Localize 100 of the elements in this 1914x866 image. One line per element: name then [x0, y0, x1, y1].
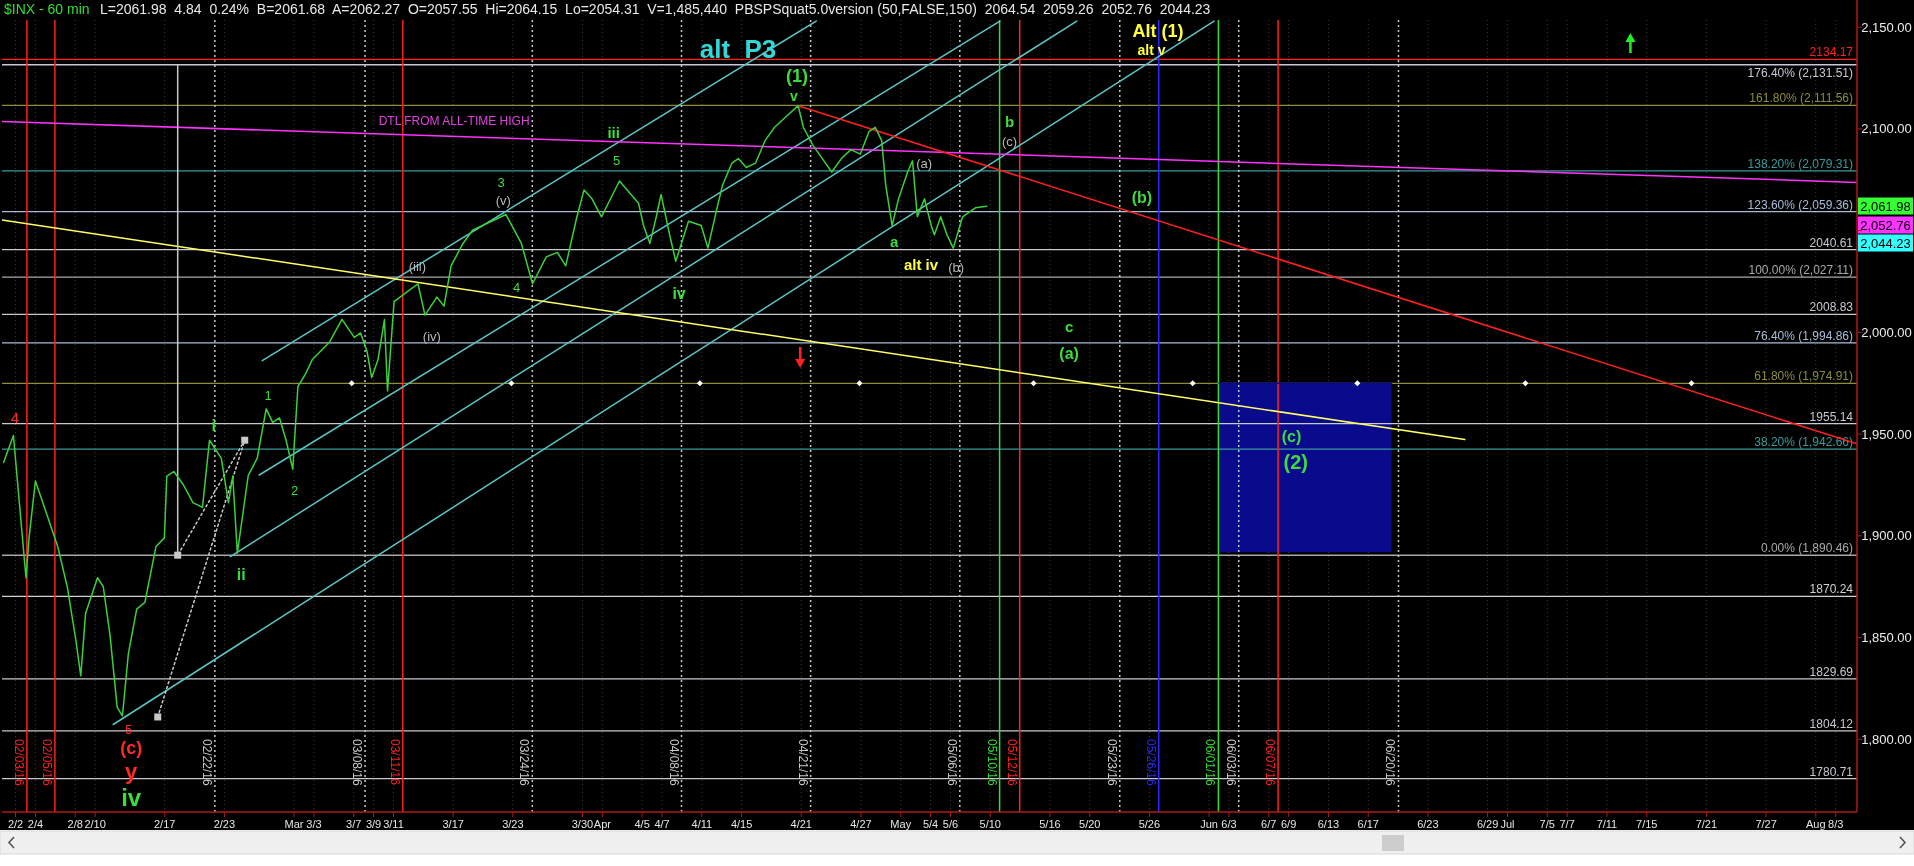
- x-tick-label: 3/9: [365, 817, 382, 830]
- x-tick-label: Aug: [1806, 817, 1826, 830]
- x-tick-label: Jun: [1200, 817, 1218, 830]
- ref-line-label: 176.40% (2,131.51): [1747, 65, 1853, 80]
- ref-line-label: 1804.12: [1809, 716, 1854, 731]
- x-tick-label: 4/27: [850, 817, 872, 830]
- ref-line-label: 02/22/16: [199, 739, 214, 787]
- ref-line-label: 02/05/16: [39, 739, 54, 787]
- annotation: iv: [672, 284, 686, 302]
- ref-line-label: 100.00% (2,027.11): [1748, 263, 1853, 278]
- ref-line-label: 03/24/16: [517, 739, 532, 787]
- annotation: 3: [497, 174, 505, 190]
- annotation: 2: [291, 482, 299, 498]
- ref-line-label: 04/21/16: [795, 739, 810, 787]
- annotation: iv: [121, 784, 142, 812]
- annotation: (b): [1131, 188, 1153, 206]
- ref-line-label: 03/11/16: [387, 739, 402, 786]
- x-tick-label: 3/17: [442, 817, 464, 830]
- y-tick-label: 2,000.00: [1861, 324, 1912, 340]
- x-tick-label: May: [890, 817, 912, 830]
- ref-line-label: 03/08/16: [350, 739, 365, 787]
- ref-line-label: 161.80% (2,111.56): [1749, 91, 1853, 106]
- x-tick-label: 4/21: [790, 817, 812, 830]
- x-tick-label: 2/17: [154, 817, 176, 830]
- ref-line-label: 05/23/16: [1104, 739, 1119, 787]
- ref-line-label: 1829.69: [1809, 664, 1854, 679]
- x-tick-label: 6/13: [1317, 817, 1340, 830]
- x-tick-label: 7/11: [1596, 817, 1618, 830]
- x-tick-label: 3/23: [502, 817, 524, 830]
- annotation: (b): [948, 259, 965, 275]
- x-tick-label: 5/26: [1138, 817, 1161, 830]
- x-tick-label: 6/7: [1261, 817, 1277, 830]
- annotation: (c): [120, 738, 143, 759]
- ref-line-label: 04/08/16: [666, 739, 681, 787]
- text: 2,052.76: [1860, 217, 1911, 233]
- ref-line-label: 76.40% (1,994.86): [1754, 328, 1853, 343]
- text: 2,061.98: [1860, 198, 1911, 214]
- ref-line-label: 05/12/16: [1004, 739, 1019, 787]
- annotation: (iv): [422, 328, 441, 344]
- x-tick-label: 7/5: [1539, 817, 1555, 830]
- x-tick-label: 6/3: [1221, 817, 1237, 830]
- x-tick-label: 2/23: [213, 817, 236, 830]
- ref-line-label: 2134.17: [1809, 45, 1854, 60]
- y-tick-label: 2,100.00: [1861, 121, 1912, 137]
- x-tick-label: 6/9: [1281, 817, 1297, 830]
- ref-line-label: 06/03/16: [1223, 739, 1238, 787]
- x-tick-label: 3/30: [571, 817, 594, 830]
- annotation: iii: [607, 124, 620, 142]
- annotation: (c): [1001, 133, 1018, 149]
- ref-line-label: 0.00% (1,890.46): [1760, 541, 1853, 556]
- annotation: v: [789, 87, 798, 104]
- annotation: (2): [1283, 451, 1308, 473]
- chart-subtitle: L=2061.98 4.84 0.24% B=2061.68 A=2062.27 O=2057.55 Hi=2064.15 Lo=2054.31 V=1,485,440 PBSPSquat5.0version (50,FALSE,150) 2064.54 2059.26 2052.76 2044.23: [100, 1, 1211, 17]
- x-tick-label: 6/29: [1476, 817, 1499, 830]
- annotation: alt iv: [903, 256, 939, 274]
- text: 2,044.23: [1860, 235, 1911, 251]
- annotation: 4: [512, 279, 521, 295]
- x-tick-label: Mar: [284, 817, 304, 830]
- annotation: ii: [236, 565, 246, 583]
- annotation: (1): [786, 66, 809, 87]
- ref-line-label: 05/06/16: [944, 739, 959, 787]
- ref-line-label: 02/03/16: [11, 739, 26, 787]
- y-tick-label: 1,800.00: [1861, 731, 1912, 747]
- x-tick-label: 7/7: [1559, 817, 1575, 830]
- x-tick-label: 3/11: [383, 817, 404, 830]
- ref-line-label: 2040.61: [1809, 235, 1854, 250]
- ref-line-label: 2008.83: [1809, 300, 1854, 315]
- x-tick-label: 4/5: [634, 817, 650, 830]
- x-tick-label: 5/10: [979, 817, 1001, 830]
- x-tick-label: 2/10: [84, 817, 106, 830]
- ref-line-label: 138.20% (2,079.31): [1747, 156, 1853, 171]
- annotation: i: [211, 416, 216, 434]
- annotation: b: [1004, 113, 1015, 131]
- x-tick-label: 3/3: [306, 817, 322, 830]
- ref-line-label: 1780.71: [1809, 764, 1854, 779]
- annotation: (a): [1059, 344, 1079, 362]
- x-tick-label: Apr: [593, 817, 612, 830]
- ref-line-label: 38.20% (1,942.66): [1754, 435, 1853, 450]
- y-tick-label: 1,950.00: [1861, 426, 1912, 442]
- annotation: y: [125, 758, 139, 784]
- x-tick-label: 4/7: [654, 817, 670, 830]
- annotation: a: [889, 233, 899, 251]
- x-tick-label: 2/4: [27, 817, 44, 830]
- annotation: DTL FROM ALL-TIME HIGH: [378, 114, 530, 129]
- x-tick-label: 5/4: [922, 817, 939, 830]
- x-tick-label: 7/21: [1695, 817, 1718, 830]
- ref-line-label: 06/20/16: [1383, 739, 1398, 787]
- annotation: Alt (1): [1132, 21, 1184, 42]
- annotation: 5: [612, 152, 621, 168]
- ref-line-label: 05/26/16: [1143, 739, 1158, 787]
- annotation: (c): [1281, 427, 1302, 445]
- x-tick-label: Jul: [1500, 817, 1515, 830]
- x-tick-label: 3/7: [346, 817, 362, 830]
- annotation: (v): [495, 192, 511, 208]
- x-tick-label: 6/17: [1357, 817, 1379, 830]
- ref-line-label: 123.60% (2,059.36): [1747, 197, 1853, 212]
- ref-line-label: 06/01/16: [1203, 739, 1218, 787]
- y-tick-label: 1,900.00: [1861, 528, 1912, 544]
- chart-title: $INX - 60 min: [4, 1, 90, 17]
- x-tick-label: 5/20: [1079, 817, 1101, 830]
